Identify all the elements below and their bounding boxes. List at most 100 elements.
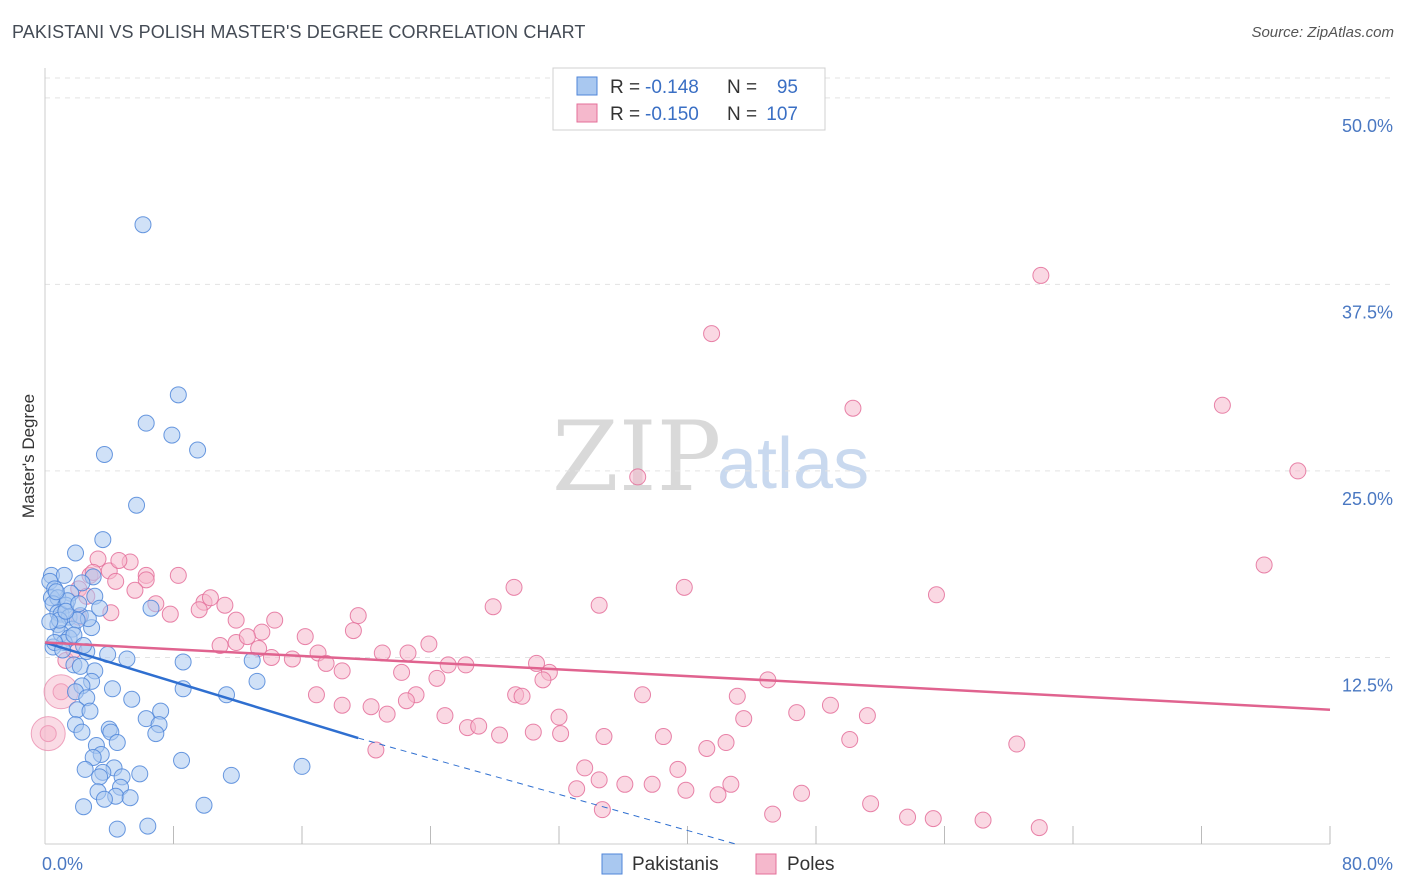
poles-point <box>190 601 208 619</box>
watermark-atlas: atlas <box>717 424 869 504</box>
poles-point <box>513 687 531 705</box>
poles-point <box>899 808 917 826</box>
series-poles <box>30 266 1307 837</box>
poles-point <box>595 728 613 746</box>
legend-box <box>552 67 826 131</box>
poles-point <box>266 611 284 629</box>
poles-point <box>1255 556 1273 574</box>
pakistanis-point <box>95 790 113 808</box>
legend-n-label-poles: N = <box>727 104 757 125</box>
poles-point <box>722 775 740 793</box>
poles-point <box>974 811 992 829</box>
pakistanis-point <box>73 723 91 741</box>
x-tick-label-min: 0.0% <box>42 854 83 874</box>
poles-point <box>858 707 876 725</box>
pakistanis-point <box>174 653 192 671</box>
legend-r-label-poles: R = <box>610 104 640 125</box>
pakistanis-point <box>248 672 266 690</box>
pakistanis-point <box>108 734 126 752</box>
trendline-pakistanis <box>44 641 359 740</box>
pakistanis-point <box>95 446 113 464</box>
poles-point <box>283 650 301 668</box>
poles-point <box>420 635 438 653</box>
poles-point <box>484 598 502 616</box>
legend-n-value-poles: 107 <box>766 104 798 125</box>
poles-point <box>238 628 256 646</box>
pakistanis-point <box>84 748 102 766</box>
poles-point <box>616 775 634 793</box>
poles-point <box>470 717 488 735</box>
y-axis-title: Master's Degree <box>19 394 38 518</box>
pakistanis-point <box>81 702 99 720</box>
poles-point <box>654 728 672 746</box>
pakistanis-point <box>128 496 146 514</box>
pakistanis-point <box>71 657 89 675</box>
pakistanis-point <box>195 796 213 814</box>
pakistanis-point <box>47 583 65 601</box>
legend-swatch-poles <box>576 103 598 123</box>
pakistanis-point <box>76 760 94 778</box>
poles-point <box>576 759 594 777</box>
poles-point <box>317 654 335 672</box>
pakistanis-point <box>137 414 155 432</box>
poles-point <box>367 741 385 759</box>
poles-point <box>590 771 608 789</box>
poles-point <box>924 810 942 828</box>
pakistanis-point <box>293 757 311 775</box>
legend-r-value-poles: -0.150 <box>645 104 699 125</box>
trendline-poles <box>44 641 1331 711</box>
poles-point <box>393 663 411 681</box>
pakistanis-point <box>73 574 91 592</box>
poles-point <box>491 726 509 744</box>
bottom-legend-label-poles: Poles <box>787 854 835 875</box>
pakistanis-point <box>189 441 207 459</box>
poles-point <box>524 723 542 741</box>
poles-point <box>1032 266 1050 284</box>
poles-point <box>643 775 661 793</box>
poles-point <box>1213 396 1231 414</box>
y-tick-label: 37.5% <box>1342 302 1393 322</box>
y-tick-label: 50.0% <box>1342 116 1393 136</box>
poles-point <box>201 589 219 607</box>
poles-point <box>764 805 782 823</box>
bottom-legend-swatch-pakistanis <box>601 853 623 875</box>
poles-point <box>296 628 314 646</box>
poles-point <box>568 780 586 798</box>
pakistanis-point <box>55 566 73 584</box>
poles-point <box>161 605 179 623</box>
watermark-zip: ZIP <box>552 401 721 513</box>
legend-r-label-pakistanis: R = <box>610 77 640 98</box>
poles-point <box>821 696 839 714</box>
pakistanis-point <box>91 599 109 617</box>
correlation-legend: R = -0.148 N = 95 R = -0.150 N = 107 <box>552 67 826 131</box>
poles-point <box>107 572 125 590</box>
poles-point <box>709 786 727 804</box>
poles-point <box>378 705 396 723</box>
poles-point <box>788 704 806 722</box>
pakistanis-point <box>173 751 191 769</box>
poles-point <box>590 596 608 614</box>
poles-point <box>717 734 735 752</box>
legend-n-label-pakistanis: N = <box>727 77 757 98</box>
pakistanis-point <box>94 531 112 549</box>
y-tick-label: 25.0% <box>1342 489 1393 509</box>
legend-r-value-pakistanis: -0.148 <box>645 77 699 98</box>
series-pakistanis <box>41 216 311 838</box>
poles-point <box>1008 735 1026 753</box>
poles-point <box>262 648 280 666</box>
pakistanis-point <box>121 789 139 807</box>
poles-point <box>862 795 880 813</box>
poles-point <box>436 707 454 725</box>
poles-point <box>552 725 570 743</box>
pakistanis-point <box>134 216 152 234</box>
y-tick-label: 12.5% <box>1342 675 1393 695</box>
watermark: ZIP atlas <box>552 401 869 513</box>
poles-point <box>1030 819 1048 837</box>
pakistanis-point <box>91 768 109 786</box>
poles-point <box>698 739 716 757</box>
poles-point <box>534 671 552 689</box>
poles-point <box>927 586 945 604</box>
poles-point <box>397 692 415 710</box>
poles-point <box>1289 462 1307 480</box>
